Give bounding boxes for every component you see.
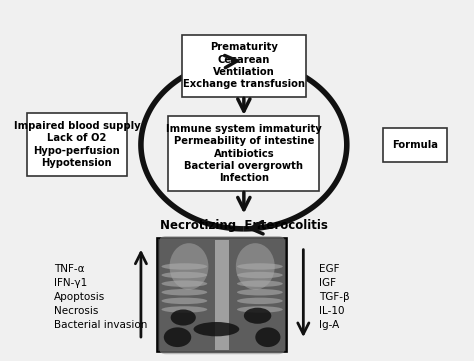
- Ellipse shape: [237, 297, 283, 304]
- Text: TNF-α
IFN-γ1
Apoptosis
Necrosis
Bacterial invasion: TNF-α IFN-γ1 Apoptosis Necrosis Bacteria…: [54, 264, 147, 330]
- FancyBboxPatch shape: [182, 35, 306, 97]
- Ellipse shape: [237, 306, 283, 313]
- Text: EGF
IGF
TGF-β
IL-10
Ig-A: EGF IGF TGF-β IL-10 Ig-A: [319, 264, 350, 330]
- FancyBboxPatch shape: [159, 236, 285, 354]
- FancyBboxPatch shape: [168, 116, 319, 191]
- Ellipse shape: [171, 309, 196, 326]
- FancyBboxPatch shape: [383, 128, 447, 162]
- FancyBboxPatch shape: [215, 240, 229, 350]
- Ellipse shape: [193, 322, 239, 336]
- Text: Prematurity
Cesarean
Ventilation
Exchange transfusion: Prematurity Cesarean Ventilation Exchang…: [183, 42, 305, 90]
- Text: Necrotizing  Enterocolitis: Necrotizing Enterocolitis: [160, 219, 328, 232]
- Ellipse shape: [162, 306, 207, 313]
- Ellipse shape: [162, 263, 207, 270]
- Text: Impaired blood supply
Lack of O2
Hypo-perfusion
Hypotension: Impaired blood supply Lack of O2 Hypo-pe…: [14, 121, 140, 168]
- Ellipse shape: [162, 272, 207, 278]
- Ellipse shape: [236, 243, 275, 290]
- Ellipse shape: [164, 327, 191, 347]
- Ellipse shape: [237, 289, 283, 296]
- Ellipse shape: [170, 243, 209, 290]
- Ellipse shape: [237, 280, 283, 287]
- Ellipse shape: [162, 297, 207, 304]
- FancyBboxPatch shape: [27, 113, 127, 176]
- Ellipse shape: [162, 289, 207, 296]
- FancyBboxPatch shape: [157, 238, 287, 352]
- Text: Immune system immaturity
Permeability of intestine
Antibiotics
Bacterial overgro: Immune system immaturity Permeability of…: [166, 124, 322, 183]
- Ellipse shape: [237, 263, 283, 270]
- Ellipse shape: [162, 280, 207, 287]
- Ellipse shape: [255, 327, 281, 347]
- Text: Formula: Formula: [392, 140, 438, 150]
- Ellipse shape: [244, 308, 271, 324]
- Ellipse shape: [237, 272, 283, 278]
